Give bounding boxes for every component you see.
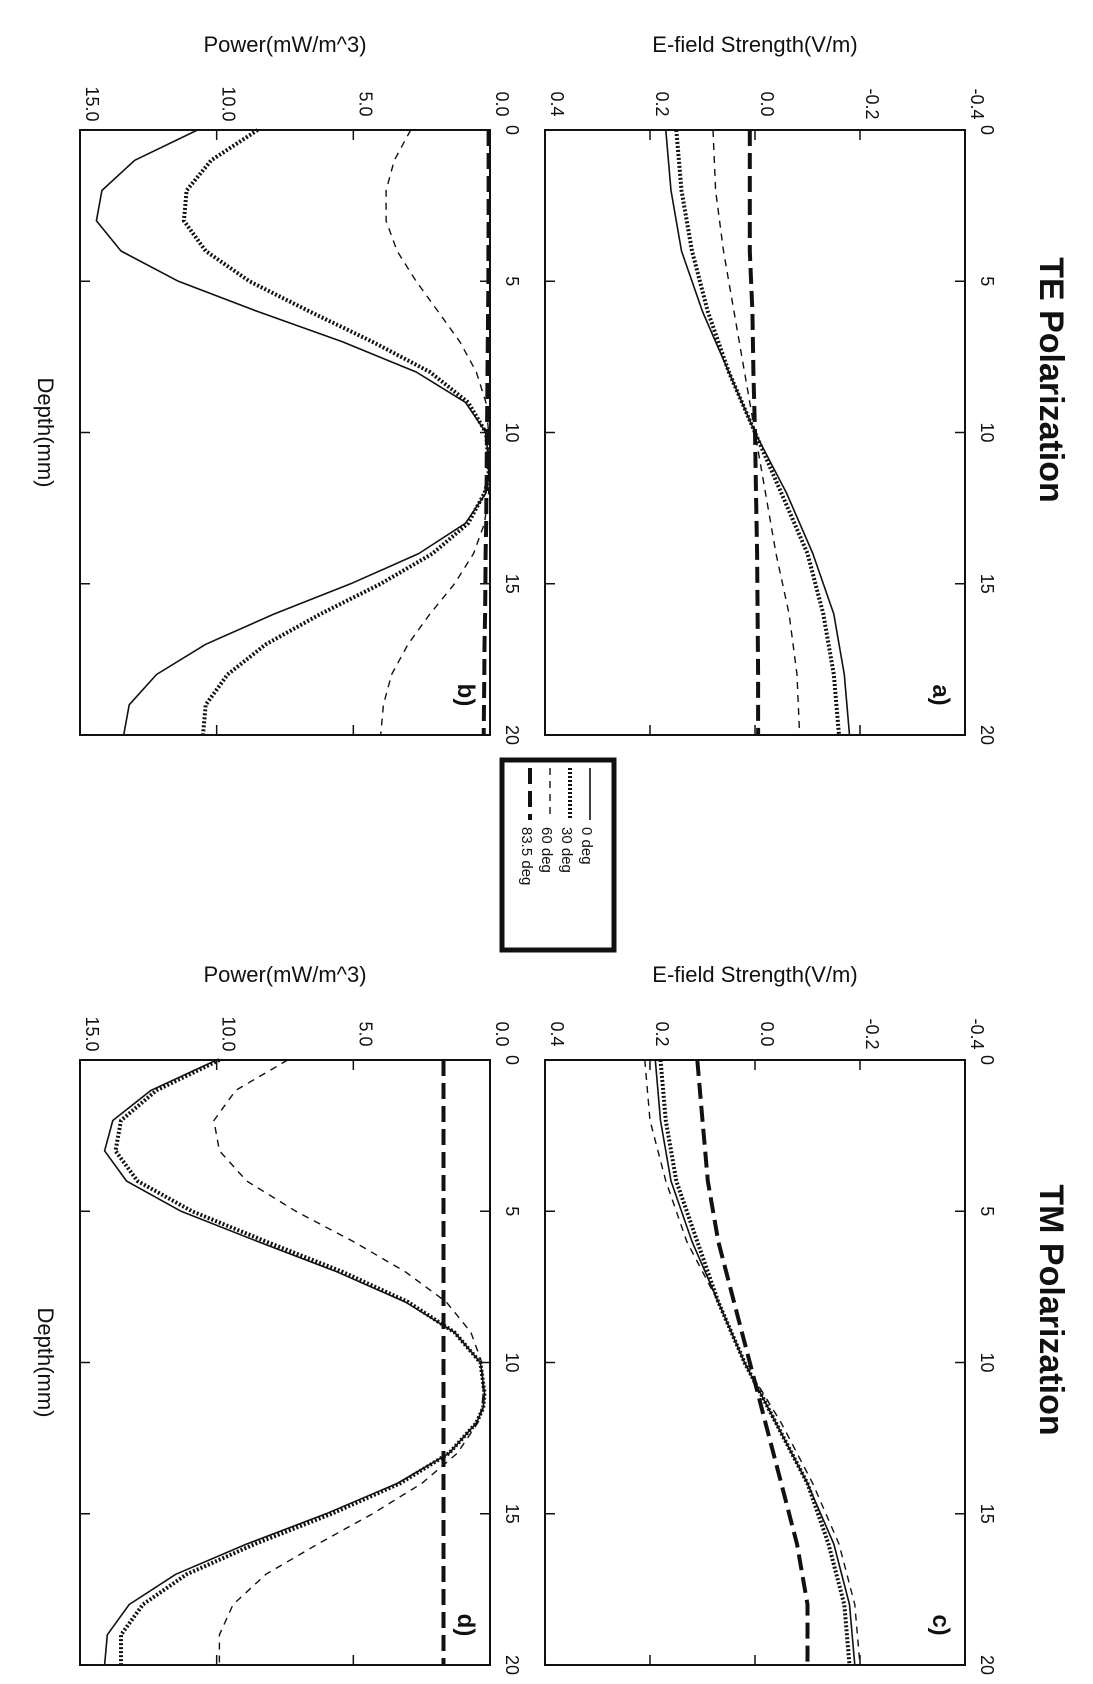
y-tick-label: 15.0 <box>82 86 102 121</box>
y-tick-label: 0.0 <box>492 91 512 116</box>
y-tick-label: 10.0 <box>219 1016 239 1051</box>
y-tick-label: 0.4 <box>547 1021 567 1046</box>
legend-entry-2: 60 deg <box>538 768 555 873</box>
series-line-3 <box>747 130 761 735</box>
series-line-3 <box>481 130 491 736</box>
y-tick-label: 5.0 <box>355 91 375 116</box>
te-polarization-title: TE Polarization <box>1032 257 1070 503</box>
x-tick-label: 15 <box>502 574 522 594</box>
x-tick-label: 20 <box>502 1655 522 1675</box>
y-tick-label: -0.4 <box>967 1018 987 1049</box>
y-tick-label: 10.0 <box>219 86 239 121</box>
y-tick-label: -0.2 <box>862 1018 882 1049</box>
x-tick-label: 5 <box>977 1206 997 1216</box>
series-line-2 <box>213 1059 484 1665</box>
y-tick-label: 0.0 <box>757 1021 777 1046</box>
x-tick-label: 10 <box>977 422 997 442</box>
chart-panel-3: 0 5 10 15 20 0.0 5.0 10.0 15.0 Depth(mm) Power(mW/… <box>33 962 522 1675</box>
y-tick-label: 0.0 <box>757 91 777 116</box>
panel-label: a) <box>927 684 954 705</box>
x-tick-label: 10 <box>502 1352 522 1372</box>
y-tick-label: 0.0 <box>492 1021 512 1046</box>
series-line-1 <box>113 1058 487 1665</box>
y-tick-label: 15.0 <box>82 1016 102 1051</box>
panel-label: b) <box>452 684 479 707</box>
x-tick-label: 0 <box>977 1055 997 1065</box>
x-axis-label: Depth(mm) <box>33 1307 58 1417</box>
legend-label-0: 0 deg <box>578 827 595 865</box>
legend-entry-0: 0 deg <box>578 768 595 865</box>
x-tick-label: 10 <box>977 1352 997 1372</box>
series-line-1 <box>674 129 841 736</box>
x-tick-label: 5 <box>502 1206 522 1216</box>
x-tick-label: 15 <box>977 574 997 594</box>
series-line-2 <box>380 129 491 736</box>
legend-label-3: 83.5 deg <box>518 827 535 885</box>
legend-box <box>499 757 617 953</box>
series-line-2 <box>644 1059 861 1666</box>
legend-label-1: 30 deg <box>558 827 575 873</box>
x-tick-label: 5 <box>977 276 997 286</box>
y-axis-label: E-field Strength(V/m) <box>652 962 857 987</box>
panel-label: d) <box>452 1614 479 1637</box>
series-line-1 <box>181 128 491 736</box>
y-tick-label: -0.2 <box>862 88 882 119</box>
tm-polarization-title: TM Polarization <box>1032 1184 1070 1435</box>
y-axis-label: Power(mW/m^3) <box>203 32 366 57</box>
x-tick-label: 0 <box>977 125 997 135</box>
x-tick-label: 0 <box>502 125 522 135</box>
x-tick-label: 20 <box>977 1655 997 1675</box>
chart-panel-2: 0 5 10 15 20 -0.4 -0.2 0.0 0.2 0.4 E-field Strengt… <box>544 962 997 1675</box>
legend: 0 deg 30 deg 60 deg 83.5 deg <box>499 757 617 953</box>
y-tick-label: 0.2 <box>652 1021 672 1046</box>
y-axis-label: Power(mW/m^3) <box>203 962 366 987</box>
x-tick-label: 20 <box>502 725 522 745</box>
y-tick-label: 0.4 <box>547 91 567 116</box>
x-tick-label: 20 <box>977 725 997 745</box>
legend-label-2: 60 deg <box>538 827 555 873</box>
x-axis-label: Depth(mm) <box>33 377 58 487</box>
x-tick-label: 15 <box>502 1504 522 1524</box>
panel-label: c) <box>927 1614 954 1635</box>
y-tick-label: 0.2 <box>652 91 672 116</box>
y-tick-label: 5.0 <box>355 1021 375 1046</box>
legend-entry-3: 83.5 deg <box>518 768 535 885</box>
x-tick-label: 15 <box>977 1504 997 1524</box>
x-tick-label: 10 <box>502 422 522 442</box>
chart-panel-0: 0 5 10 15 20 -0.4 -0.2 0.0 0.2 0.4 E-field Strengt… <box>544 32 997 745</box>
series-line-1 <box>658 1059 852 1666</box>
y-tick-label: -0.4 <box>967 88 987 119</box>
x-tick-label: 0 <box>502 1055 522 1065</box>
legend-entry-1: 30 deg <box>558 768 575 873</box>
x-tick-label: 5 <box>502 276 522 286</box>
y-axis-label: E-field Strength(V/m) <box>652 32 857 57</box>
series-line-3 <box>695 1059 810 1665</box>
chart-panel-1: 0 5 10 15 20 0.0 5.0 10.0 15.0 Depth(mm) Power(mW/… <box>33 32 522 745</box>
series-line-0 <box>103 1059 486 1666</box>
